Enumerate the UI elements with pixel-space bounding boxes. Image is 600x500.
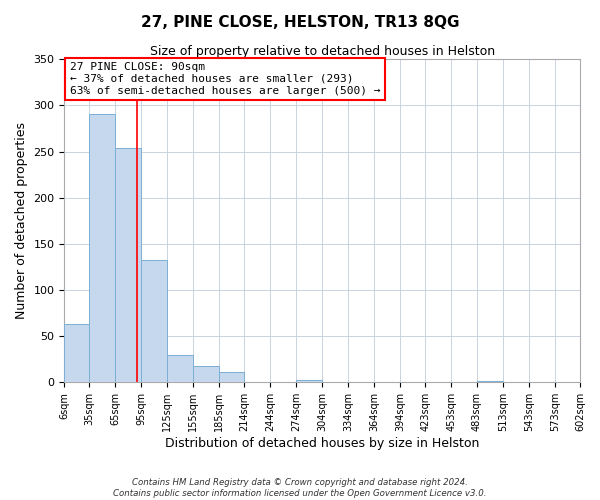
Bar	[167, 354, 193, 382]
Bar	[193, 366, 219, 382]
Bar	[142, 260, 167, 382]
Y-axis label: Number of detached properties: Number of detached properties	[15, 122, 28, 320]
Text: 27, PINE CLOSE, HELSTON, TR13 8QG: 27, PINE CLOSE, HELSTON, TR13 8QG	[141, 15, 459, 30]
Bar	[64, 324, 89, 382]
X-axis label: Distribution of detached houses by size in Helston: Distribution of detached houses by size …	[165, 437, 479, 450]
Text: 27 PINE CLOSE: 90sqm
← 37% of detached houses are smaller (293)
63% of semi-deta: 27 PINE CLOSE: 90sqm ← 37% of detached h…	[70, 62, 380, 96]
Bar	[115, 148, 142, 382]
Bar	[89, 114, 115, 382]
Title: Size of property relative to detached houses in Helston: Size of property relative to detached ho…	[149, 45, 495, 58]
Bar	[219, 372, 244, 382]
Bar	[296, 380, 322, 382]
Text: Contains HM Land Registry data © Crown copyright and database right 2024.
Contai: Contains HM Land Registry data © Crown c…	[113, 478, 487, 498]
